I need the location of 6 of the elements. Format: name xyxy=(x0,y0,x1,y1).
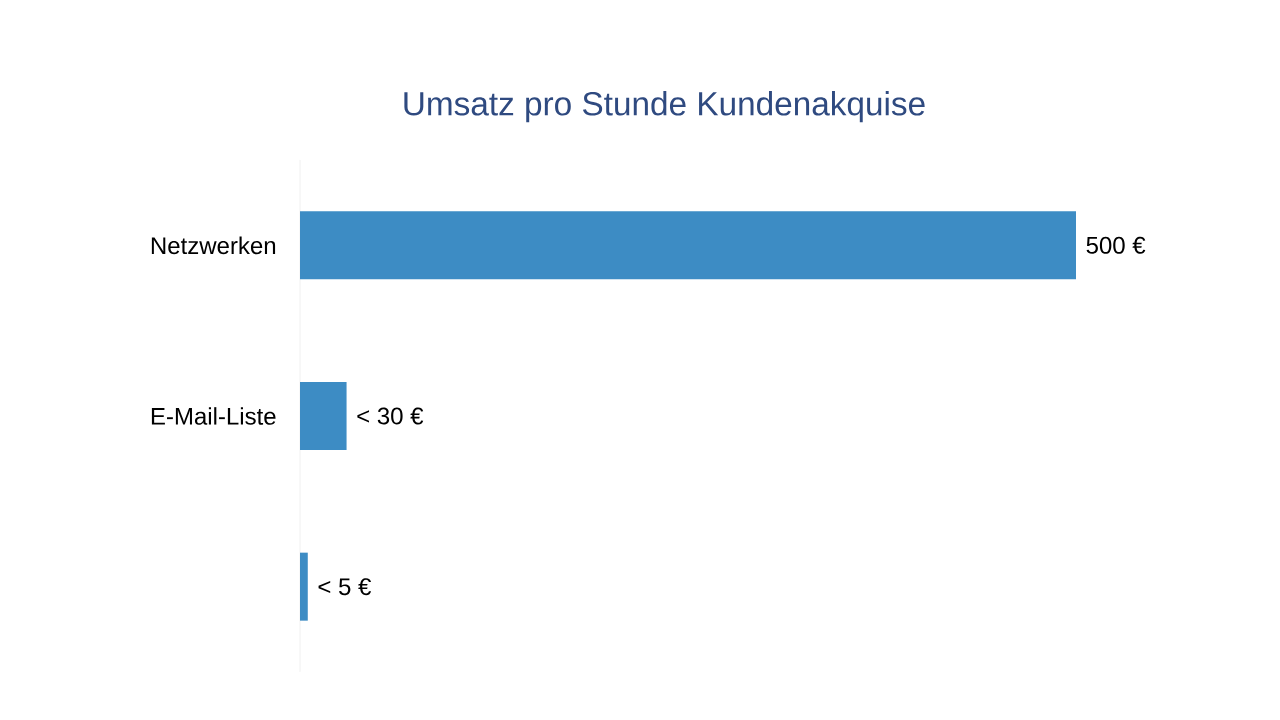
y-tick-label: E-Mail-Liste xyxy=(151,407,276,425)
y-tick-label: Netzwerken xyxy=(151,236,276,255)
data-label: < 5 € xyxy=(318,578,372,596)
data-label: 500 € xyxy=(1086,236,1146,254)
data-label: < 30 € xyxy=(357,407,424,425)
chart-title: Umsatz pro Stunde Kundenakquise xyxy=(404,91,925,123)
